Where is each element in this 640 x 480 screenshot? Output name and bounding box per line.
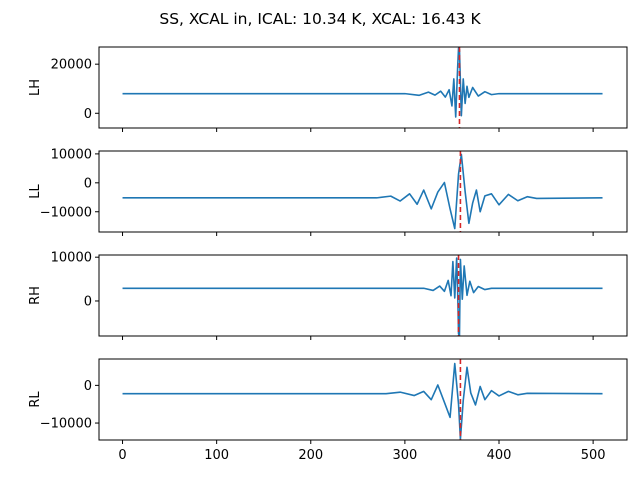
- y-tick-label: −10000: [40, 205, 92, 220]
- axes-frame: [98, 254, 628, 337]
- y-axis-label: RL: [28, 391, 43, 408]
- y-tick-label: 10000: [51, 147, 92, 162]
- y-tick-label: 0: [84, 294, 92, 309]
- y-tick-label: 0: [84, 379, 92, 394]
- y-axis-label: LL: [28, 184, 43, 199]
- panel-ll: −10000 0 10000 LL: [28, 147, 628, 236]
- series-line-rl: [122, 362, 603, 440]
- series-line-rh: [122, 257, 603, 336]
- y-tick-label: 0: [84, 176, 92, 191]
- series-line-lh: [122, 47, 603, 118]
- y-tick-label: 0: [84, 107, 92, 122]
- x-tick-label: 400: [487, 448, 512, 463]
- y-axis-label: LH: [28, 79, 43, 96]
- x-tick-label: 0: [118, 448, 126, 463]
- axes-frame: [98, 358, 628, 441]
- panel-rl: −10000 0 0 100 200 300 400 500 RL: [28, 358, 628, 463]
- figure-title: SS, XCAL in, ICAL: 10.34 K, XCAL: 16.43 …: [159, 10, 481, 28]
- y-axis-label: RH: [28, 286, 43, 305]
- x-tick-label: 300: [392, 448, 417, 463]
- y-tick-label: 20000: [51, 58, 92, 73]
- x-tick-label: 500: [581, 448, 606, 463]
- panel-lh: 0 20000 LH: [28, 46, 628, 132]
- y-tick-label: 10000: [51, 251, 92, 266]
- axes-frame: [98, 46, 628, 129]
- y-tick-label: −10000: [40, 417, 92, 432]
- series-line-ll: [122, 153, 603, 230]
- axes-frame: [98, 150, 628, 233]
- panel-rh: 0 10000 RH: [28, 251, 628, 340]
- x-tick-label: 100: [204, 448, 229, 463]
- panels: 0 20000 LH −10000 0 10000 LL 0 10000 RH −10000 0 0 10…: [28, 46, 628, 463]
- x-tick-label: 200: [298, 448, 323, 463]
